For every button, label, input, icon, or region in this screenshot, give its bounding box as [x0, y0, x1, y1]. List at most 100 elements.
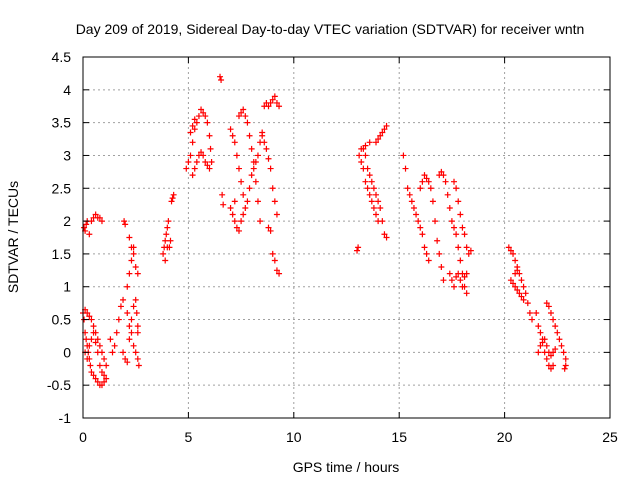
data-point — [198, 106, 205, 113]
data-point — [88, 218, 95, 225]
data-point — [263, 99, 270, 106]
data-point — [191, 116, 198, 123]
data-point — [113, 329, 120, 336]
y-axis-label: SDTVAR / TECUs — [5, 181, 21, 293]
grid-lines — [83, 57, 610, 418]
data-point — [98, 369, 105, 376]
data-point — [244, 198, 251, 205]
data-point — [552, 323, 559, 330]
data-point — [242, 113, 249, 120]
data-point — [124, 283, 131, 290]
data-point — [375, 198, 382, 205]
data-point — [539, 339, 546, 346]
data-point — [92, 339, 99, 346]
data-point — [423, 250, 430, 257]
data-point — [107, 336, 114, 343]
data-point — [135, 362, 142, 369]
data-point — [96, 214, 103, 221]
data-point — [518, 277, 525, 284]
data-point — [366, 172, 373, 179]
data-point — [463, 244, 470, 251]
data-point — [451, 283, 458, 290]
data-point — [556, 336, 563, 343]
data-point — [547, 309, 554, 316]
data-point — [453, 231, 460, 238]
data-point — [465, 250, 472, 257]
data-point — [273, 211, 280, 218]
data-point — [132, 264, 139, 271]
data-point — [130, 250, 137, 257]
data-point — [457, 257, 464, 264]
data-point — [438, 168, 445, 175]
data-point — [510, 280, 517, 287]
data-point — [187, 152, 194, 159]
data-point — [250, 159, 257, 166]
data-point — [164, 224, 171, 231]
data-point — [520, 283, 527, 290]
data-point — [204, 119, 211, 126]
data-points — [80, 73, 569, 389]
data-point — [358, 145, 365, 152]
data-point — [269, 185, 276, 192]
data-point — [370, 185, 377, 192]
data-point — [558, 342, 565, 349]
data-point — [552, 346, 559, 353]
data-point — [561, 365, 568, 372]
data-point — [202, 113, 209, 120]
data-point — [421, 172, 428, 179]
data-point — [364, 185, 371, 192]
data-point — [442, 178, 449, 185]
data-point — [92, 375, 99, 382]
data-point — [514, 287, 521, 294]
data-point — [134, 323, 141, 330]
data-point — [193, 119, 200, 126]
data-point — [98, 382, 105, 389]
data-point — [92, 211, 99, 218]
data-point — [373, 191, 380, 198]
data-point — [453, 273, 460, 280]
data-point — [167, 237, 174, 244]
data-point — [366, 139, 373, 146]
data-point — [244, 119, 251, 126]
data-point — [535, 349, 542, 356]
data-point — [254, 198, 261, 205]
data-point — [238, 178, 245, 185]
data-point — [231, 218, 238, 225]
data-point — [126, 234, 133, 241]
data-point — [128, 329, 135, 336]
x-tick-labels: 0 5 10 15 20 25 — [79, 429, 618, 445]
data-point — [379, 129, 386, 136]
data-point — [267, 227, 274, 234]
data-point — [206, 165, 213, 172]
data-point — [432, 218, 439, 225]
data-point — [541, 336, 548, 343]
data-point — [537, 329, 544, 336]
data-point — [128, 244, 135, 251]
data-point — [524, 300, 531, 307]
data-point — [187, 129, 194, 136]
data-point — [265, 155, 272, 162]
data-point — [227, 204, 234, 211]
data-point — [195, 113, 202, 120]
data-point — [543, 300, 550, 307]
data-point — [455, 270, 462, 277]
chart-title: Day 209 of 2019, Sidereal Day-to-day VTE… — [76, 21, 585, 37]
plot-frame — [82, 56, 611, 419]
y-tick-label: 3 — [63, 147, 71, 163]
data-point — [429, 198, 436, 205]
data-point — [370, 204, 377, 211]
data-point — [169, 195, 176, 202]
data-point — [410, 204, 417, 211]
data-point — [198, 149, 205, 156]
data-point — [543, 355, 550, 362]
data-point — [358, 159, 365, 166]
data-point — [101, 372, 108, 379]
data-point — [535, 323, 542, 330]
data-point — [522, 290, 529, 297]
data-point — [103, 362, 110, 369]
data-point — [217, 73, 224, 80]
data-point — [362, 152, 369, 159]
data-point — [81, 224, 88, 231]
y-tick-label: 3.5 — [52, 115, 72, 131]
data-point — [446, 270, 453, 277]
